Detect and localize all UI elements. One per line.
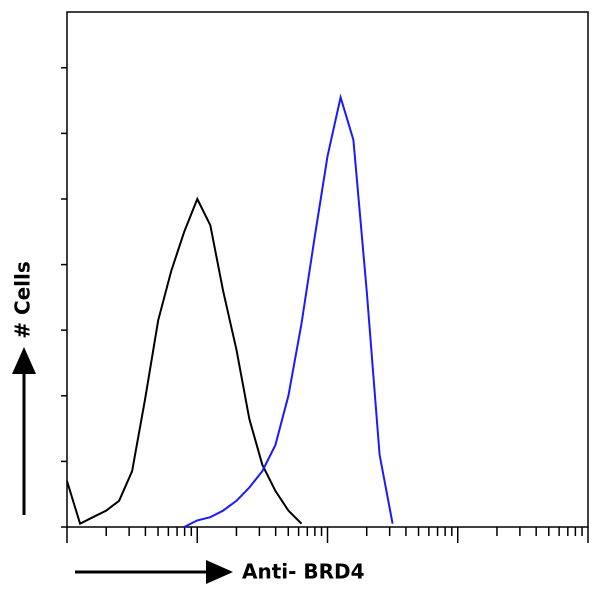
x-axis-label: Anti- BRD4 — [242, 560, 365, 584]
y-axis-label: # Cells — [11, 261, 35, 339]
histogram-line — [66, 196, 303, 526]
histogram-line — [183, 93, 394, 528]
plot-frame — [66, 11, 589, 528]
